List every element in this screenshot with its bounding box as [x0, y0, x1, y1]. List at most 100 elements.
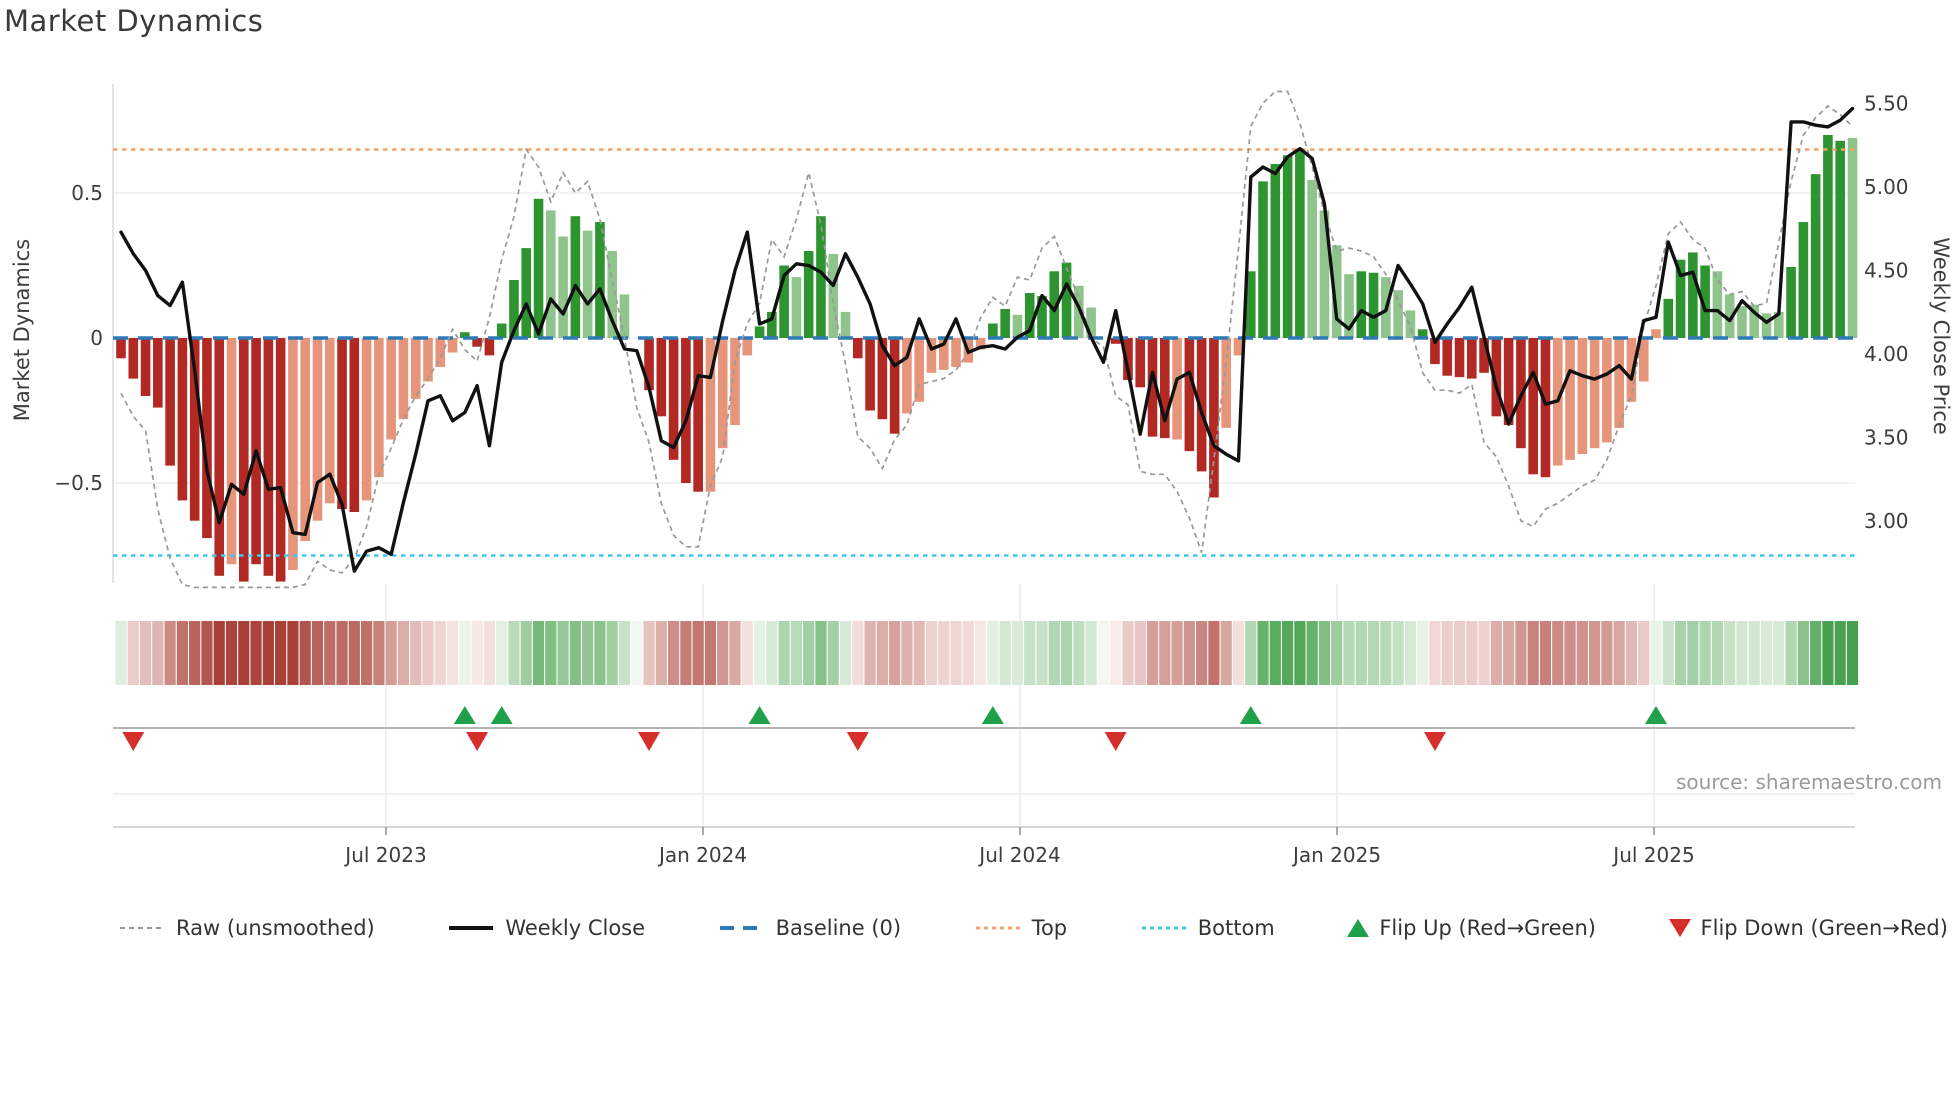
heatmap-cell [1760, 621, 1773, 685]
heatmap-cell [1564, 621, 1576, 685]
oscillator-bar [1147, 338, 1158, 437]
heatmap-cell [225, 621, 238, 685]
oscillator-bar [1712, 271, 1723, 338]
oscillator-bar [1442, 338, 1453, 376]
legend-label: Raw (unsmoothed) [176, 916, 375, 940]
heatmap-cell [1036, 621, 1048, 685]
oscillator-bar [1270, 164, 1281, 338]
oscillator-bar [619, 294, 630, 338]
heatmap-cell [889, 621, 901, 685]
heatmap-cell [1073, 621, 1085, 685]
heatmap-cell [1576, 621, 1588, 685]
legend-swatch-line [975, 926, 1020, 930]
heatmap-cell [1527, 621, 1539, 685]
heatmap-cell [410, 621, 422, 685]
oscillator-bar [189, 338, 200, 521]
heatmap-cell [324, 621, 336, 685]
x-tick-label: Jul 2025 [1611, 843, 1694, 867]
heatmap-cell [397, 621, 410, 685]
oscillator-bar [1221, 338, 1231, 428]
heatmap-cell [1699, 621, 1711, 685]
heatmap-cell [1085, 621, 1097, 685]
left-axis-title: Market Dynamics [10, 238, 34, 422]
oscillator-bar [926, 338, 937, 373]
legend: Raw (unsmoothed) Weekly Close Baseline (0)… [118, 916, 1948, 940]
heatmap-cell [1367, 621, 1380, 685]
left-tick-label: 0.5 [71, 181, 103, 205]
oscillator-bar [1282, 155, 1293, 338]
heatmap-cell [275, 621, 287, 685]
oscillator-bar [570, 216, 581, 338]
heatmap-cell [827, 621, 839, 685]
heatmap-cell [115, 621, 127, 685]
heatmap-cell [1245, 621, 1257, 685]
oscillator-bar [288, 338, 298, 570]
heatmap-cell [876, 621, 888, 685]
heatmap-cell [1773, 621, 1785, 685]
oscillator-bar [1184, 338, 1195, 452]
heatmap-cell [631, 621, 643, 685]
oscillator-bar [803, 251, 814, 338]
heatmap-cell [348, 621, 360, 685]
heatmap-cell [1343, 621, 1355, 685]
oscillator-bar [398, 338, 409, 420]
heatmap-cell [164, 621, 176, 685]
heatmap-cell [1122, 621, 1134, 685]
oscillator-bar [1061, 262, 1072, 338]
oscillator-bar [668, 338, 679, 460]
heatmap-cell [434, 621, 446, 685]
heatmap-cell [1625, 621, 1638, 685]
source-attribution: source: sharemaestro.com [1676, 770, 1942, 794]
oscillator-bar [1160, 338, 1170, 439]
oscillator-bar [1479, 338, 1489, 373]
heatmap-cell [1011, 621, 1024, 685]
heatmap-cell [1466, 621, 1478, 685]
flip-down-marker [466, 732, 489, 751]
oscillator-bar [1356, 271, 1367, 338]
heatmap-cell [1748, 621, 1760, 685]
heatmap-cell [729, 621, 741, 685]
heatmap-cell [913, 621, 925, 685]
oscillator-bar [1675, 259, 1686, 338]
flip-up-marker [1645, 706, 1667, 724]
heatmap-cell [139, 621, 152, 685]
oscillator-bar [165, 338, 175, 466]
oscillator-bar [1847, 137, 1858, 338]
heatmap-cell [557, 621, 569, 685]
oscillator-bar [1700, 265, 1710, 338]
heatmap-cell [1736, 621, 1748, 685]
flip-up-marker [1239, 706, 1262, 724]
oscillator-bar [582, 230, 593, 338]
heatmap-cell [766, 621, 778, 685]
oscillator-bar [1024, 293, 1035, 338]
flip-up-marker [981, 706, 1004, 724]
oscillator-bar [1540, 338, 1551, 478]
heatmap-cell [1208, 621, 1220, 685]
x-tick-label: Jan 2025 [1291, 843, 1381, 867]
oscillator-bar [484, 338, 495, 356]
heatmap-cell [1490, 621, 1502, 685]
right-tick-label: 4.50 [1864, 259, 1909, 283]
heatmap-cell [839, 621, 852, 685]
heatmap-cell [901, 621, 913, 685]
oscillator-bar [1172, 338, 1182, 440]
oscillator-bar [128, 338, 139, 379]
heatmap-cell [1232, 621, 1245, 685]
legend-label: Weekly Close [505, 916, 646, 940]
oscillator-bar [1786, 266, 1796, 338]
legend-swatch-line [1141, 926, 1186, 930]
oscillator-bar [656, 338, 667, 417]
heatmap-cell [753, 621, 766, 685]
oscillator-bar [1196, 338, 1207, 472]
oscillator-bar [767, 311, 777, 338]
oscillator-bar [938, 338, 949, 370]
heatmap-cell [508, 621, 520, 685]
heatmap-cell [1613, 621, 1625, 685]
heatmap-cell [287, 621, 299, 685]
heatmap-cell [1048, 621, 1060, 685]
oscillator-bar [1344, 274, 1354, 338]
oscillator-bar [546, 210, 556, 338]
legend-swatch-line [449, 926, 494, 930]
heatmap-cell [1711, 621, 1723, 685]
oscillator-bar [423, 338, 433, 382]
